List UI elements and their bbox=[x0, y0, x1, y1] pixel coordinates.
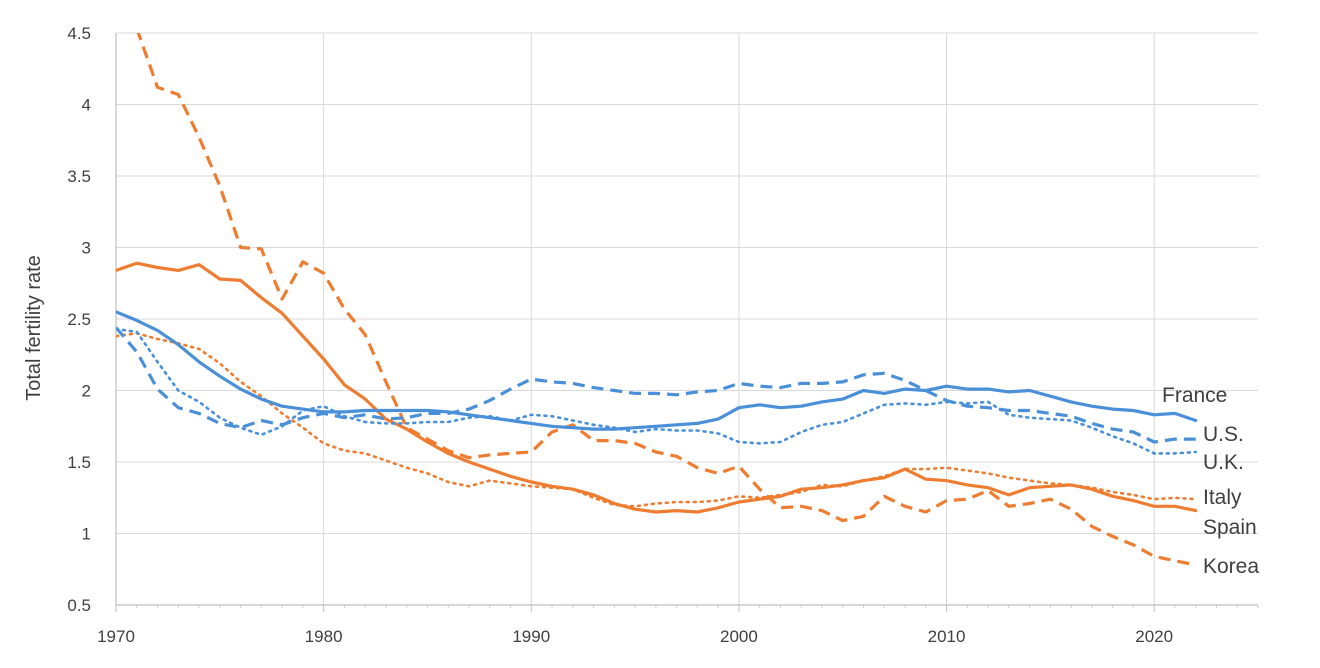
y-tick-label: 3.5 bbox=[67, 167, 91, 186]
y-tick-label: 4.5 bbox=[67, 24, 91, 43]
y-tick-label: 2 bbox=[82, 382, 91, 401]
y-axis-label: Total fertility rate bbox=[23, 255, 45, 401]
x-tick-label: 1980 bbox=[305, 627, 343, 646]
series-line-spain bbox=[116, 261, 1198, 514]
x-tick-label: 1970 bbox=[97, 627, 135, 646]
series-label-uk: U.K. bbox=[1203, 451, 1244, 474]
series-labels: France U.S. U.K. Italy Spain Korea bbox=[1162, 384, 1259, 578]
chart-grid bbox=[116, 32, 1258, 605]
series-line-italy bbox=[116, 332, 1197, 508]
y-tick-label: 0.5 bbox=[67, 596, 91, 615]
y-tick-label: 1 bbox=[82, 525, 91, 544]
series-line-uk bbox=[116, 327, 1197, 455]
y-tick-label: 2.5 bbox=[67, 310, 91, 329]
series-line-us bbox=[116, 326, 1196, 444]
series-line-korea bbox=[136, 33, 1197, 567]
x-tick-label: 2000 bbox=[720, 627, 758, 646]
tick-labels: 0.5 1 1.5 2 2.5 3 3.5 4 4.5 1970 1980 1990 2000 2010 2… bbox=[67, 24, 1173, 646]
series-label-spain: Spain bbox=[1203, 516, 1257, 539]
x-tick-label: 2010 bbox=[928, 627, 966, 646]
x-tick-label: 1990 bbox=[512, 627, 550, 646]
series-label-us: U.S. bbox=[1203, 423, 1244, 446]
series-label-italy: Italy bbox=[1203, 486, 1242, 509]
chart-axes bbox=[115, 33, 1259, 612]
series-label-korea: Korea bbox=[1203, 555, 1259, 578]
chart-series bbox=[116, 33, 1198, 567]
x-tick-label: 2020 bbox=[1135, 627, 1173, 646]
y-tick-label: 1.5 bbox=[67, 453, 91, 472]
y-tick-label: 3 bbox=[82, 239, 91, 258]
series-line-france bbox=[116, 310, 1198, 431]
series-label-france: France bbox=[1162, 384, 1227, 407]
y-tick-label: 4 bbox=[82, 96, 91, 115]
